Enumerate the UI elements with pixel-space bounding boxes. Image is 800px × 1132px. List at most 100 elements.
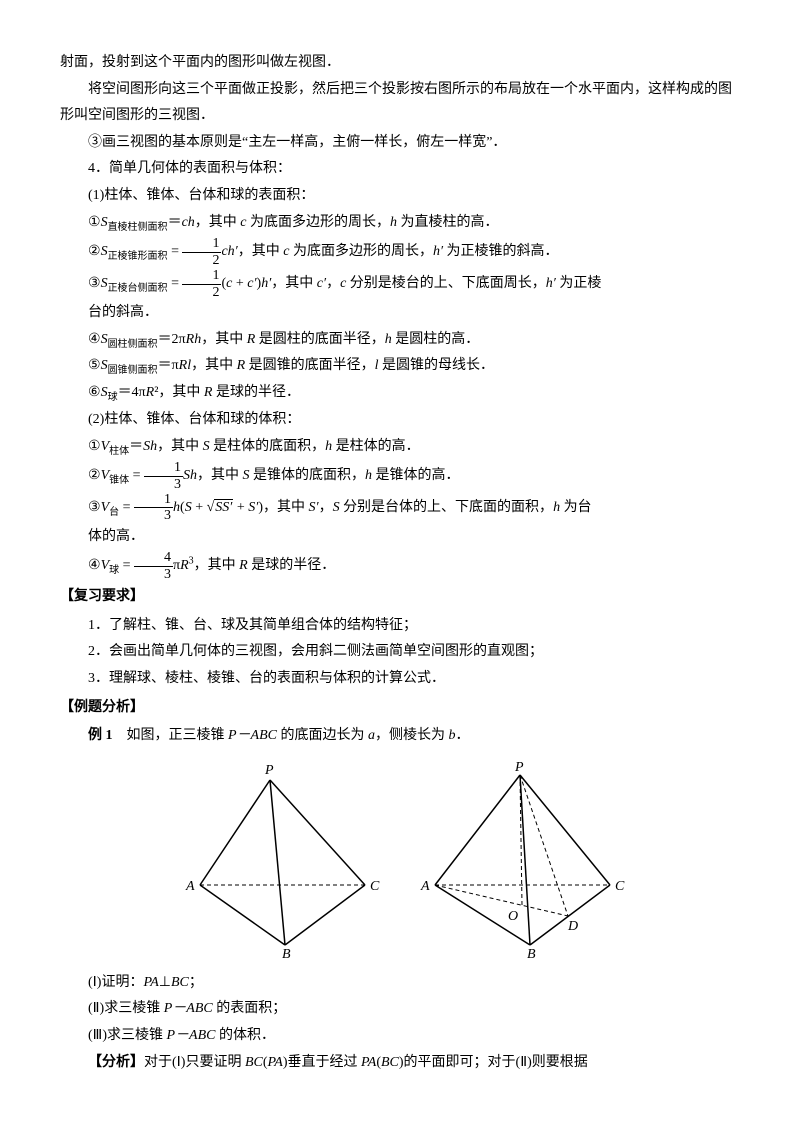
- example-line: 例 1 如图，正三棱锥 P－ABC 的底面边长为 a，侧棱长为 b．: [60, 723, 740, 750]
- svg-text:P: P: [264, 763, 274, 778]
- sqrt-content: SS′: [214, 499, 233, 515]
- var-ch: ch: [182, 215, 195, 230]
- var-sh: Sh: [143, 439, 157, 454]
- var-ch: ch′: [221, 244, 237, 259]
- text: ，其中: [238, 244, 284, 259]
- var-pabc: P－ABC: [164, 1001, 213, 1016]
- var-b: b: [449, 728, 456, 743]
- tetrahedron-right-icon: P A B C O D: [410, 760, 630, 960]
- text: ＝π: [158, 358, 179, 373]
- var-h: h: [365, 468, 372, 483]
- text: 是球的半径．: [212, 385, 300, 400]
- num-marker: ④: [88, 559, 101, 574]
- var-s: S: [185, 500, 192, 515]
- var-sp: S′: [248, 500, 258, 515]
- subscript: 锥体: [109, 475, 129, 486]
- text: ，其中: [195, 215, 241, 230]
- text: 是圆柱的高．: [392, 332, 480, 347]
- num-marker: ⑤: [88, 358, 101, 373]
- text: 的底面边长为: [277, 728, 368, 743]
- text: ＝4π: [118, 385, 146, 400]
- var-bc: BC: [245, 1055, 263, 1070]
- text: 为直棱柱的高．: [397, 215, 499, 230]
- var-h: h: [173, 500, 180, 515]
- var-sp: S′: [309, 500, 319, 515]
- text: 是圆锥的底面半径，: [245, 358, 375, 373]
- eq: =: [168, 244, 183, 259]
- text: (Ⅰ)证明：: [88, 975, 143, 990]
- subscript: 正棱锥形面积: [108, 251, 168, 262]
- var-v: V: [101, 439, 110, 454]
- formula-line: ①S直棱柱侧面积＝ch，其中 c 为底面多边形的周长，h 为直棱柱的高．: [60, 210, 740, 237]
- subscript: 台: [109, 507, 119, 518]
- var-rl: Rl: [179, 358, 191, 373]
- var-h: h: [390, 215, 397, 230]
- num-marker: ③: [88, 276, 101, 291]
- text: )垂直于经过: [283, 1055, 361, 1070]
- svg-text:B: B: [282, 947, 291, 960]
- var-s: S: [101, 244, 108, 259]
- list-item: 2．会画出简单几何体的三视图，会用斜二侧法画简单空间图形的直观图；: [60, 639, 740, 666]
- text: 是柱体的底面积，: [210, 439, 326, 454]
- text: 为正棱锥的斜高．: [443, 244, 559, 259]
- text: 是圆锥的母线长．: [379, 358, 495, 373]
- var-s: S: [101, 332, 108, 347]
- text: 的表面积；: [213, 1001, 287, 1016]
- text: ＝2π: [158, 332, 186, 347]
- text: ，其中: [271, 276, 317, 291]
- plus: +: [192, 500, 207, 515]
- var-s: S: [203, 439, 210, 454]
- figure-container: P A B C P A B C O D: [60, 760, 740, 960]
- text: 分别是台体的上、下底面的面积，: [340, 500, 554, 515]
- var-r: R: [239, 559, 248, 574]
- text: (Ⅲ)求三棱锥: [88, 1028, 166, 1043]
- text: 为底面多边形的周长，: [247, 215, 391, 230]
- list-item: 3．理解球、棱柱、棱锥、台的表面积与体积的计算公式．: [60, 666, 740, 693]
- var-s: S: [243, 468, 250, 483]
- plus: +: [233, 500, 248, 515]
- text: ，其中: [157, 439, 203, 454]
- var-pa: PA: [361, 1055, 376, 1070]
- subscript: 正棱台侧面积: [108, 283, 168, 294]
- var-sh: Sh: [183, 468, 197, 483]
- eq: =: [119, 559, 134, 574]
- text: 是球的半径．: [248, 559, 336, 574]
- var-v: V: [101, 559, 110, 574]
- var-r: R: [180, 559, 189, 574]
- num-marker: ⑥: [88, 385, 101, 400]
- num-marker: ①: [88, 439, 101, 454]
- var-pa: PA: [268, 1055, 283, 1070]
- text: ；: [189, 975, 203, 990]
- text: 为正棱: [556, 276, 602, 291]
- var-pabc: P－ABC: [166, 1028, 215, 1043]
- text: 是柱体的高．: [332, 439, 420, 454]
- num-marker: ②: [88, 468, 101, 483]
- num-marker: ④: [88, 332, 101, 347]
- text: ，: [319, 500, 333, 515]
- var-cp: c′: [247, 276, 256, 291]
- formula-line: ⑤S圆锥侧面积＝πRl，其中 R 是圆锥的底面半径，l 是圆锥的母线长．: [60, 353, 740, 380]
- analysis-line: 【分析】对于(Ⅰ)只要证明 BC(PA)垂直于经过 PA(BC)的平面即可；对于…: [60, 1050, 740, 1077]
- var-h: h′: [261, 276, 271, 291]
- svg-text:A: A: [420, 879, 430, 894]
- var-s: S: [101, 385, 108, 400]
- tetrahedron-left-icon: P A B C: [170, 760, 390, 960]
- text: ，其中: [201, 332, 247, 347]
- num-marker: ③: [88, 500, 101, 515]
- text: 是锥体的高．: [372, 468, 460, 483]
- formula-line: ③S正棱台侧面积 = 12(c + c′)h′，其中 c′，c 分别是棱台的上、…: [60, 268, 740, 300]
- var-v: V: [101, 500, 110, 515]
- text: ，其中: [191, 358, 237, 373]
- question-line: (Ⅰ)证明：PA⊥BC；: [60, 970, 740, 997]
- eq: =: [129, 468, 144, 483]
- paragraph: 将空间图形向这三个平面做正投影，然后把三个投影按右图所示的布局放在一个水平面内，…: [60, 77, 740, 130]
- var-r: R: [247, 332, 256, 347]
- eq: ＝: [129, 439, 143, 454]
- subscript: 球: [108, 392, 118, 403]
- num-marker: ②: [88, 244, 101, 259]
- eq: =: [119, 500, 134, 515]
- formula-line-cont: 台的斜高．: [60, 300, 740, 327]
- var-bc: BC: [171, 975, 189, 990]
- svg-text:O: O: [508, 909, 518, 924]
- question-line: (Ⅱ)求三棱锥 P－ABC 的表面积；: [60, 996, 740, 1023]
